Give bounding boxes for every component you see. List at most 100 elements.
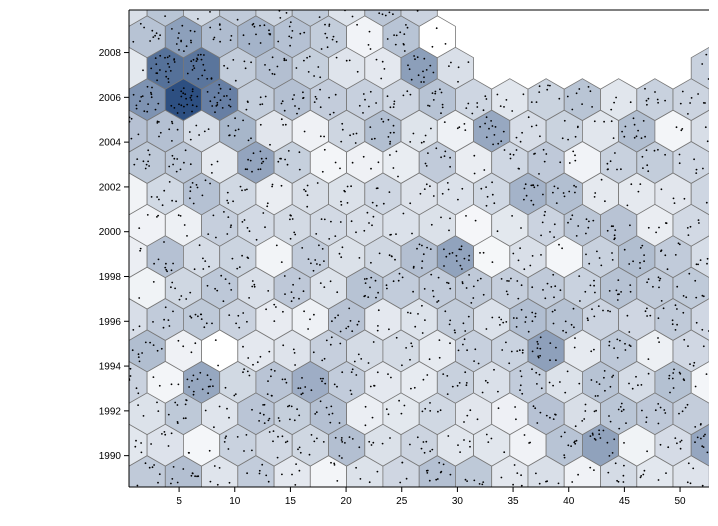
data-point xyxy=(578,275,581,277)
data-point xyxy=(195,105,198,108)
data-point xyxy=(140,96,143,98)
data-point xyxy=(515,326,518,328)
data-point xyxy=(408,68,411,71)
data-point xyxy=(191,69,194,71)
data-point xyxy=(148,466,151,469)
data-point xyxy=(137,133,140,136)
data-point xyxy=(321,359,324,362)
data-point xyxy=(516,280,519,282)
data-point xyxy=(165,268,168,271)
data-point xyxy=(303,310,305,313)
data-point xyxy=(324,382,327,385)
data-point xyxy=(531,311,534,314)
data-point xyxy=(380,77,383,80)
data-point xyxy=(243,60,246,63)
data-point xyxy=(164,15,167,17)
data-point xyxy=(473,172,476,175)
data-point xyxy=(292,283,294,286)
data-point xyxy=(711,123,713,125)
data-point xyxy=(645,149,648,152)
data-point xyxy=(307,71,310,73)
data-point xyxy=(241,254,244,257)
data-point xyxy=(107,163,109,165)
data-point xyxy=(190,99,193,101)
data-point xyxy=(449,473,452,476)
data-point xyxy=(298,107,300,110)
data-point xyxy=(555,202,558,205)
data-point xyxy=(613,234,616,237)
data-point xyxy=(197,315,199,318)
data-point xyxy=(403,404,406,407)
data-point xyxy=(186,378,189,381)
data-point xyxy=(459,451,461,453)
data-point xyxy=(540,254,542,256)
data-point xyxy=(523,434,526,436)
data-point xyxy=(296,112,298,115)
data-point xyxy=(266,205,269,208)
data-point xyxy=(457,66,460,69)
data-point xyxy=(344,442,346,444)
data-point xyxy=(564,493,566,495)
data-point xyxy=(451,252,454,254)
data-point xyxy=(619,339,621,342)
data-point xyxy=(486,195,489,198)
data-point xyxy=(101,442,103,444)
data-point xyxy=(593,469,595,471)
data-point xyxy=(298,414,301,417)
data-point xyxy=(202,63,205,66)
data-point xyxy=(671,323,674,326)
data-point xyxy=(548,381,551,384)
data-point xyxy=(356,518,358,520)
data-point xyxy=(185,399,188,402)
data-point xyxy=(264,64,266,66)
data-point xyxy=(356,70,359,73)
data-point xyxy=(371,138,373,141)
data-point xyxy=(610,120,613,123)
data-point xyxy=(421,244,423,247)
data-point xyxy=(600,264,603,267)
data-point xyxy=(350,220,353,223)
data-point xyxy=(637,190,640,193)
data-point xyxy=(323,4,325,6)
data-point xyxy=(549,342,552,344)
data-point xyxy=(594,192,597,194)
data-point xyxy=(422,509,424,511)
data-point xyxy=(351,330,354,333)
data-point xyxy=(375,296,377,299)
data-point xyxy=(536,422,539,424)
data-point xyxy=(403,50,406,52)
data-point xyxy=(609,420,612,423)
data-point xyxy=(255,33,257,36)
data-point xyxy=(603,376,605,379)
data-point xyxy=(248,43,251,45)
data-point xyxy=(387,373,389,375)
data-point xyxy=(313,101,316,103)
data-point xyxy=(538,482,541,485)
data-point xyxy=(176,404,179,406)
data-point xyxy=(589,515,591,517)
data-point xyxy=(191,182,194,184)
data-point xyxy=(702,345,705,348)
data-point xyxy=(645,416,648,419)
data-point xyxy=(258,420,260,422)
data-point xyxy=(657,317,660,320)
data-point xyxy=(463,421,465,423)
data-point xyxy=(564,391,567,394)
data-point xyxy=(575,439,578,442)
data-point xyxy=(223,64,226,67)
data-point xyxy=(300,393,303,396)
hexbin-cell xyxy=(129,486,130,487)
data-point xyxy=(152,376,155,378)
data-point xyxy=(498,316,501,319)
data-point xyxy=(136,484,139,487)
data-point xyxy=(177,37,180,39)
data-point xyxy=(657,148,659,151)
data-point xyxy=(182,468,185,470)
data-point xyxy=(378,252,381,255)
data-point xyxy=(164,56,166,59)
data-point xyxy=(477,490,479,492)
data-point xyxy=(642,473,645,476)
data-point xyxy=(622,408,625,411)
data-point xyxy=(273,370,276,372)
data-point xyxy=(530,184,533,187)
